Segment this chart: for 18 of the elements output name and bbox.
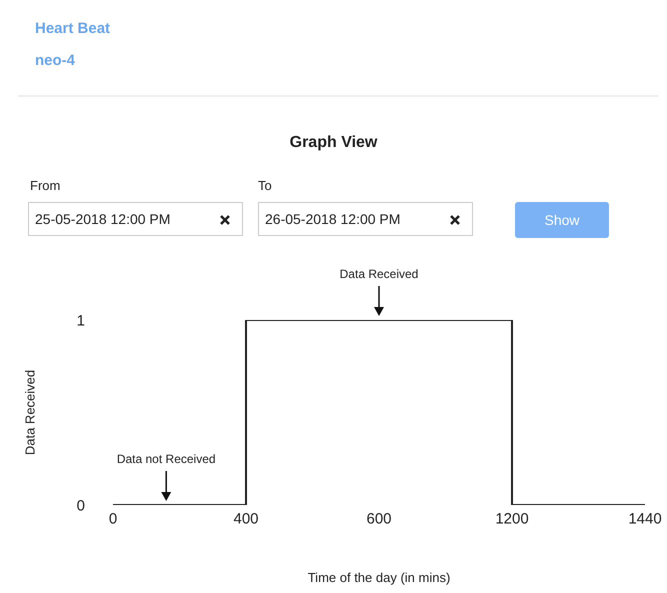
x-tick-label: 1440 [628, 510, 662, 528]
annotation: Data not Received [116, 452, 216, 466]
text: Heart Beat [35, 20, 110, 37]
text: 26-05-2018 12:00 PM [258, 202, 473, 236]
text: 25-05-2018 12:00 PM [28, 202, 243, 236]
x-tick-label: 1200 [495, 510, 529, 528]
text: From [30, 178, 60, 193]
text: Show [515, 202, 609, 238]
text: neo-4 [35, 52, 76, 69]
x-tick-label: 400 [233, 510, 259, 528]
x-axis-title: Time of the day (in mins) [308, 570, 450, 585]
text: Data Received [340, 267, 418, 281]
x-tick-label: 600 [366, 510, 392, 528]
x-tick-label: 0 [108, 510, 118, 528]
text: To [258, 178, 272, 193]
y-axis-title: Data Received [22, 370, 38, 456]
y-tick-label: 1 [76, 312, 85, 330]
chart-title: Graph View [288, 134, 378, 152]
